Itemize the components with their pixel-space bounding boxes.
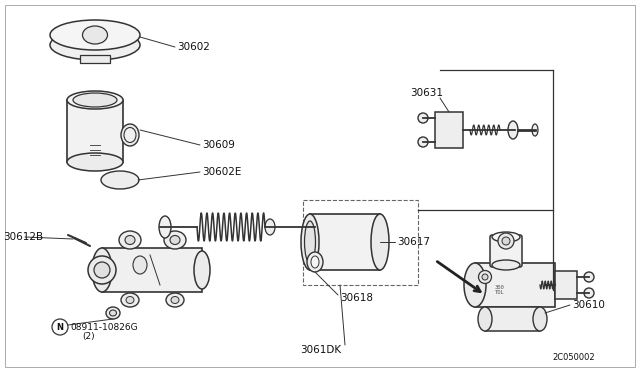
FancyBboxPatch shape [555,271,577,299]
Text: 30609: 30609 [202,140,235,150]
Ellipse shape [418,113,428,123]
FancyBboxPatch shape [310,214,380,270]
FancyBboxPatch shape [435,112,463,148]
Ellipse shape [164,231,186,249]
FancyBboxPatch shape [67,100,123,162]
Ellipse shape [532,124,538,136]
Text: 30602E: 30602E [202,167,241,177]
Text: 300
TOL: 300 TOL [495,285,505,295]
Ellipse shape [584,288,594,298]
Ellipse shape [171,296,179,304]
Text: 30617: 30617 [397,237,430,247]
Text: 30618: 30618 [340,293,373,303]
Ellipse shape [584,272,594,282]
Ellipse shape [88,256,116,284]
Text: 3061DK: 3061DK [300,345,341,355]
Circle shape [498,233,514,249]
Ellipse shape [170,235,180,244]
Ellipse shape [50,30,140,60]
Ellipse shape [67,153,123,171]
Ellipse shape [508,121,518,139]
Ellipse shape [106,307,120,319]
Ellipse shape [311,256,319,268]
Ellipse shape [492,232,520,242]
Ellipse shape [301,214,319,270]
Ellipse shape [492,260,520,270]
Ellipse shape [94,262,110,278]
FancyBboxPatch shape [475,263,555,307]
Ellipse shape [418,137,428,147]
FancyBboxPatch shape [490,235,522,267]
Ellipse shape [126,296,134,304]
Ellipse shape [50,20,140,50]
Ellipse shape [101,171,139,189]
Ellipse shape [109,310,116,316]
Ellipse shape [533,307,547,331]
Ellipse shape [121,124,139,146]
Ellipse shape [159,216,171,238]
FancyBboxPatch shape [80,55,110,63]
Ellipse shape [194,251,210,289]
Text: 30602: 30602 [177,42,210,52]
Ellipse shape [73,93,117,107]
Ellipse shape [307,252,323,272]
Text: 2C050002: 2C050002 [552,353,595,362]
Ellipse shape [371,214,389,270]
Ellipse shape [125,235,135,244]
Ellipse shape [482,274,488,280]
Ellipse shape [124,128,136,142]
Ellipse shape [83,26,108,44]
Ellipse shape [265,219,275,235]
Ellipse shape [67,91,123,109]
Ellipse shape [479,270,492,283]
Ellipse shape [133,256,147,274]
Text: N: N [56,323,63,331]
Ellipse shape [166,293,184,307]
Ellipse shape [121,293,139,307]
Ellipse shape [464,263,486,307]
Text: (2): (2) [82,333,95,341]
Text: 30631: 30631 [410,88,443,98]
Text: 08911-10826G: 08911-10826G [70,323,138,331]
FancyBboxPatch shape [485,307,540,331]
Ellipse shape [478,307,492,331]
Ellipse shape [92,248,112,292]
Circle shape [502,237,510,245]
Ellipse shape [119,231,141,249]
Ellipse shape [305,221,316,263]
Text: 30610: 30610 [572,300,605,310]
FancyBboxPatch shape [102,248,202,292]
Text: 30612B: 30612B [3,232,43,242]
